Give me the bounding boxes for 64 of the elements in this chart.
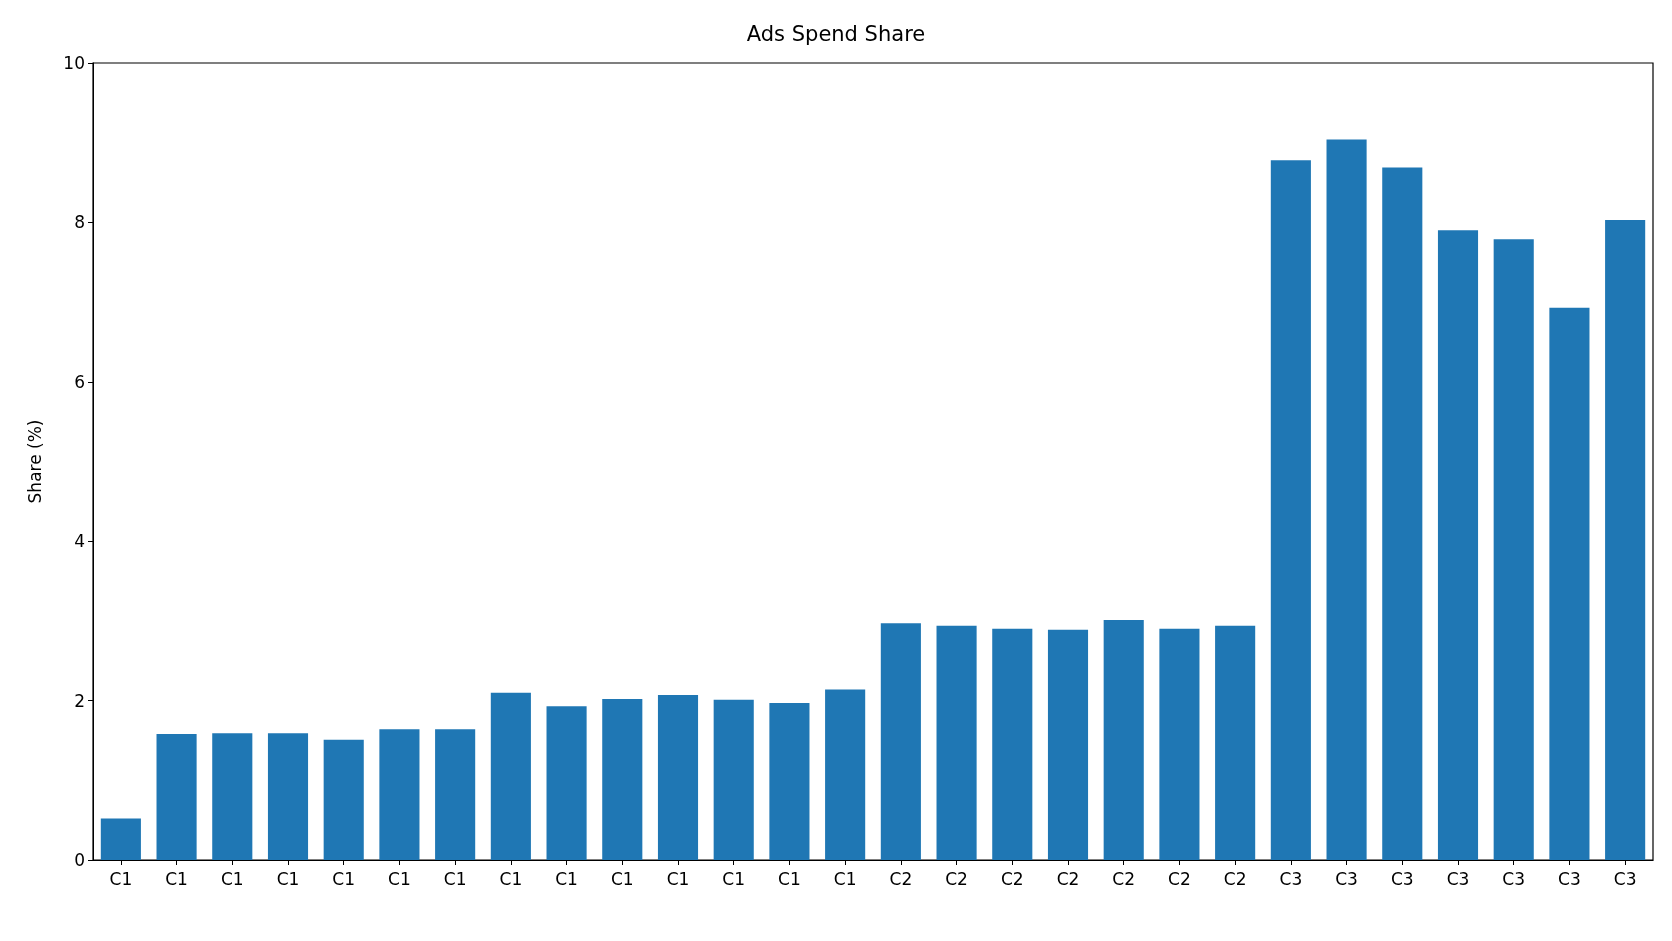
chart-title: Ads Spend Share xyxy=(746,21,926,46)
bar xyxy=(1159,628,1200,860)
x-tick-label: C1 xyxy=(555,868,578,889)
x-tick-label: C3 xyxy=(1446,868,1470,889)
bar xyxy=(657,695,699,860)
bar xyxy=(156,734,197,860)
x-tick-label: C3 xyxy=(1558,868,1581,889)
x-tick-label: C3 xyxy=(1279,868,1303,889)
bar xyxy=(1047,629,1089,860)
x-tick-label: C1 xyxy=(276,868,300,889)
x-tick-label: C1 xyxy=(610,868,634,889)
bar xyxy=(1103,620,1144,860)
bar xyxy=(490,692,531,860)
x-tick-label: C1 xyxy=(666,868,690,889)
x-tick-label: C3 xyxy=(1613,868,1637,889)
x-tick-label: C3 xyxy=(1502,868,1526,889)
x-tick-label: C3 xyxy=(1390,868,1414,889)
x-tick-label: C1 xyxy=(165,868,188,889)
bar xyxy=(1270,160,1311,860)
bar xyxy=(212,733,253,860)
y-tick-label: 8 xyxy=(74,212,85,233)
x-tick-label: C1 xyxy=(722,868,746,889)
x-tick-label: C1 xyxy=(443,868,467,889)
x-tick-label: C1 xyxy=(778,868,801,889)
x-tick-label: C2 xyxy=(1223,868,1247,889)
bar xyxy=(1215,625,1256,860)
bar xyxy=(1326,139,1367,860)
bar xyxy=(602,699,643,860)
x-tick-label: C2 xyxy=(1112,868,1136,889)
x-tick-label: C2 xyxy=(945,868,968,889)
x-tick-label: C2 xyxy=(889,868,913,889)
y-tick-label: 2 xyxy=(74,690,85,711)
bar xyxy=(769,702,810,860)
x-tick-label: C1 xyxy=(833,868,857,889)
y-tick-label: 6 xyxy=(74,371,85,392)
y-tick-label: 10 xyxy=(63,53,85,73)
bar xyxy=(100,818,141,860)
bar xyxy=(546,706,587,860)
bar xyxy=(1605,220,1646,860)
x-tick-label: C2 xyxy=(1168,868,1191,889)
bar xyxy=(880,623,921,860)
bar xyxy=(379,729,420,860)
bar xyxy=(992,628,1033,860)
bar xyxy=(1549,307,1590,860)
bar xyxy=(825,689,866,860)
x-tick-label: C1 xyxy=(499,868,523,889)
y-tick-label: 4 xyxy=(74,531,85,552)
bar xyxy=(936,625,977,860)
x-tick-label: C2 xyxy=(1000,868,1024,889)
bar xyxy=(323,739,364,860)
bar xyxy=(713,699,754,860)
x-tick-label: C1 xyxy=(220,868,244,889)
bar xyxy=(1437,230,1479,860)
bar xyxy=(1493,239,1534,860)
x-tick-label: C1 xyxy=(109,868,133,889)
y-axis-title: Share (%) xyxy=(24,419,45,504)
x-tick-label: C1 xyxy=(388,868,411,889)
x-tick-label: C3 xyxy=(1335,868,1358,889)
bar xyxy=(1382,167,1423,860)
bar xyxy=(435,729,476,860)
y-tick-label: 0 xyxy=(74,850,85,870)
bar xyxy=(267,733,309,860)
x-tick-label: C1 xyxy=(332,868,356,889)
x-tick-label: C2 xyxy=(1056,868,1080,889)
